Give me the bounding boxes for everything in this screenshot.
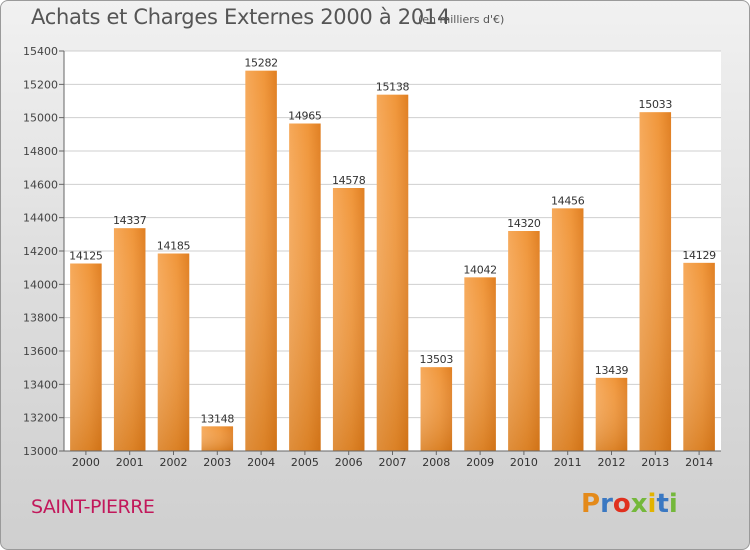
bar-shade	[70, 263, 102, 451]
location-label: SAINT-PIERRE	[31, 496, 155, 518]
data-label: 14337	[113, 214, 147, 227]
y-tick-label: 13600	[23, 345, 58, 358]
logo-letter: i	[668, 489, 678, 519]
bar-shade	[595, 377, 628, 451]
y-tick-label: 14400	[23, 212, 58, 225]
data-label: 14129	[682, 249, 716, 262]
bar-shade	[332, 188, 365, 451]
x-tick-label: 2002	[160, 456, 188, 469]
data-label: 13439	[595, 364, 629, 377]
chart-title: Achats et Charges Externes 2000 à 2014	[31, 5, 451, 29]
data-label: 15033	[639, 98, 673, 111]
logo-letter: P	[581, 489, 601, 519]
bar-shade	[201, 426, 234, 451]
x-tick-label: 2011	[554, 456, 582, 469]
y-tick-label: 15000	[23, 112, 58, 125]
bar-shade	[420, 367, 453, 451]
x-tick-label: 2014	[685, 456, 713, 469]
x-tick-label: 2005	[291, 456, 319, 469]
bar-shade	[157, 253, 190, 451]
logo-letter: t	[656, 489, 669, 519]
y-tick-label: 14800	[23, 145, 58, 158]
data-label: 14965	[288, 110, 322, 123]
y-tick-label: 14200	[23, 245, 58, 258]
bar-shade	[639, 112, 672, 452]
logo-letter: r	[600, 489, 613, 519]
x-tick-label: 2004	[247, 456, 275, 469]
bar-shade	[683, 262, 715, 451]
chart-subtitle: (en milliers d'€)	[418, 13, 505, 26]
bar-shade	[289, 123, 321, 451]
x-tick-label: 2007	[379, 456, 407, 469]
y-tick-label: 13400	[23, 378, 58, 391]
data-label: 13503	[420, 353, 454, 366]
x-tick-label: 2000	[72, 456, 100, 469]
x-tick-label: 2013	[641, 456, 669, 469]
data-label: 15282	[244, 57, 278, 70]
x-tick-label: 2006	[335, 456, 363, 469]
bar-shade	[508, 231, 540, 451]
data-label: 14125	[69, 250, 103, 263]
y-axis: 13000 13200 13400 13600 13800 14000 14200 14400…	[23, 45, 65, 458]
y-tick-label: 13200	[23, 412, 58, 425]
y-tick-label: 15200	[23, 78, 58, 91]
logo-letter: o	[612, 489, 631, 519]
data-label: 14185	[157, 240, 191, 253]
y-tick-label: 13800	[23, 312, 58, 325]
data-label: 14456	[551, 194, 585, 207]
x-tick-label: 2003	[203, 456, 231, 469]
bar-shade	[464, 277, 496, 451]
y-tick-label: 15400	[23, 45, 58, 58]
x-tick-label: 2001	[116, 456, 144, 469]
bar-shade	[551, 208, 584, 451]
y-tick-label: 14600	[23, 178, 58, 191]
logo-letter: x	[630, 489, 648, 519]
y-tick-label: 13000	[23, 445, 58, 458]
bars	[70, 70, 715, 452]
bar-shade	[245, 70, 277, 452]
x-tick-label: 2010	[510, 456, 538, 469]
data-label: 14320	[507, 217, 541, 230]
x-axis: 2000 2001 2002 2003 2004 2005 2006 2007 2008 2009…	[64, 450, 721, 469]
logo-letter: i	[647, 489, 657, 519]
x-tick-label: 2008	[422, 456, 450, 469]
data-labels: 14125 14337 14185 13148 15282 14965 14578 15138…	[69, 57, 716, 426]
data-label: 14042	[463, 263, 497, 276]
data-label: 14578	[332, 174, 366, 187]
y-tick-label: 14000	[23, 278, 58, 291]
data-label: 15138	[376, 81, 410, 94]
x-tick-label: 2009	[466, 456, 494, 469]
bar-shade	[113, 228, 146, 451]
data-label: 13148	[201, 412, 235, 425]
bar-shade	[376, 94, 409, 452]
x-tick-label: 2012	[598, 456, 626, 469]
proxiti-logo: Proxiti	[581, 489, 678, 519]
